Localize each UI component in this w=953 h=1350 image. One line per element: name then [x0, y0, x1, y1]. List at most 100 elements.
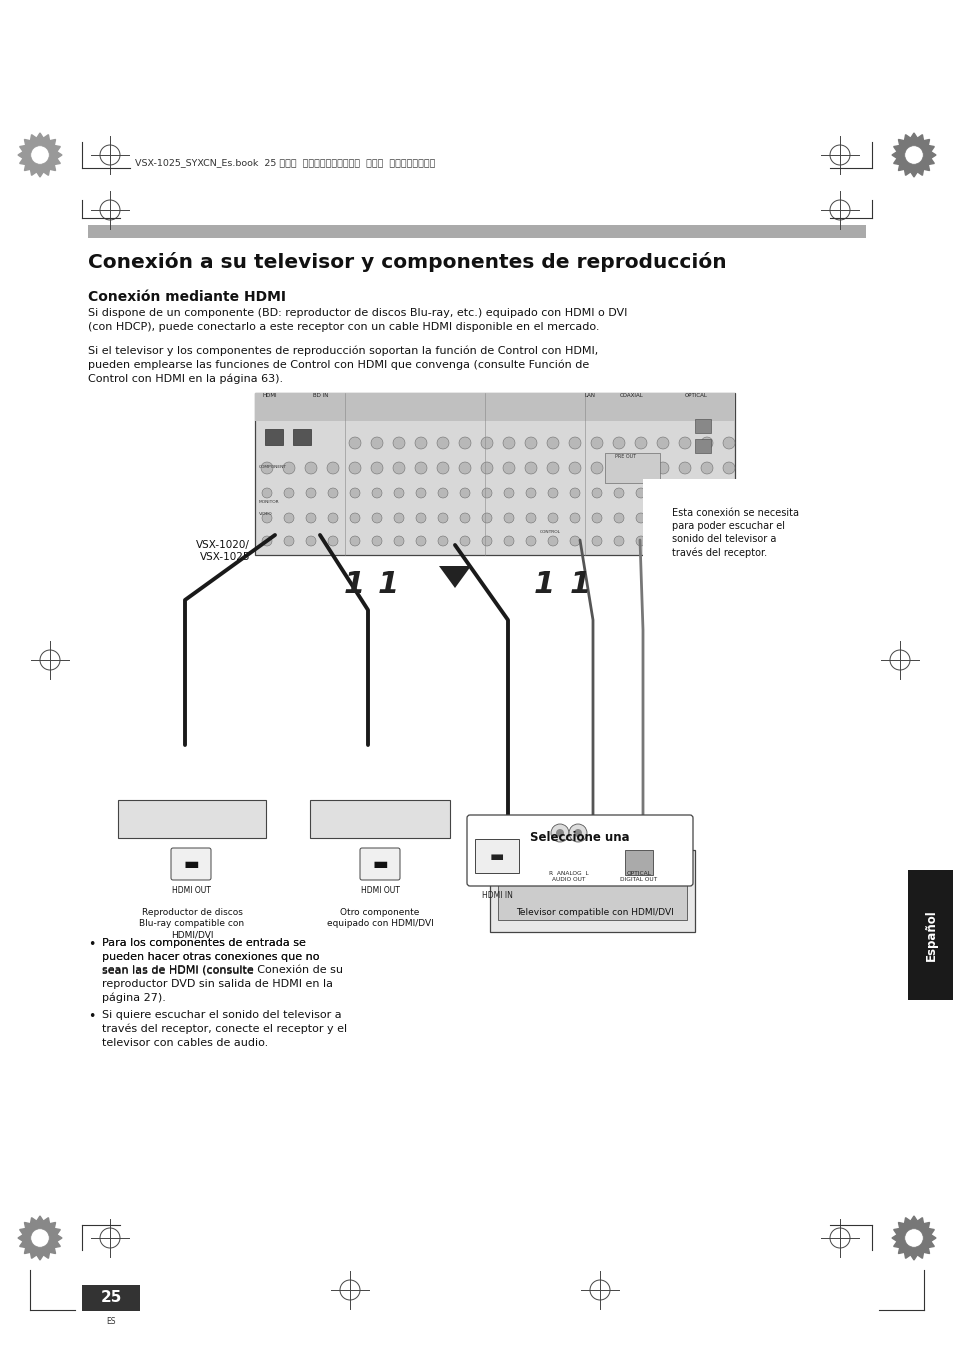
Circle shape: [328, 487, 337, 498]
Text: Si el televisor y los componentes de reproducción soportan la función de Control: Si el televisor y los componentes de rep…: [88, 346, 598, 385]
Circle shape: [574, 829, 581, 837]
Text: Para los componentes de entrada se
pueden hacer otras conexiones que no
sean las: Para los componentes de entrada se puede…: [102, 938, 343, 1003]
Text: 1: 1: [343, 570, 364, 599]
Text: HDMI: HDMI: [263, 393, 277, 398]
Text: 1: 1: [533, 570, 554, 599]
Circle shape: [568, 824, 586, 842]
Circle shape: [658, 513, 667, 522]
Circle shape: [416, 513, 426, 522]
Bar: [475, 838, 518, 873]
Circle shape: [284, 487, 294, 498]
Circle shape: [481, 513, 492, 522]
Text: VSX-1020/
VSX-1025: VSX-1020/ VSX-1025: [196, 540, 250, 563]
Circle shape: [658, 536, 667, 545]
Circle shape: [679, 487, 689, 498]
Circle shape: [701, 513, 711, 522]
Circle shape: [436, 462, 449, 474]
Circle shape: [903, 146, 923, 165]
Circle shape: [262, 513, 272, 522]
Circle shape: [722, 437, 734, 450]
Circle shape: [590, 462, 602, 474]
Circle shape: [415, 462, 427, 474]
Text: Reproductor de discos
Blu-ray compatible con
HDMI/DVI: Reproductor de discos Blu-ray compatible…: [139, 909, 244, 940]
Circle shape: [613, 462, 624, 474]
Text: R  ANALOG  L
AUDIO OUT: R ANALOG L AUDIO OUT: [549, 871, 588, 882]
Text: OPTICAL
DIGITAL OUT: OPTICAL DIGITAL OUT: [619, 871, 657, 882]
Bar: [695, 439, 710, 454]
Circle shape: [328, 536, 337, 545]
Text: OPTICAL: OPTICAL: [684, 393, 707, 398]
Circle shape: [502, 437, 515, 450]
Circle shape: [350, 513, 359, 522]
Circle shape: [436, 437, 449, 450]
Bar: [118, 801, 266, 838]
Circle shape: [393, 437, 405, 450]
Circle shape: [459, 536, 470, 545]
Circle shape: [590, 437, 602, 450]
Circle shape: [525, 513, 536, 522]
Text: 1: 1: [377, 570, 398, 599]
Circle shape: [393, 462, 405, 474]
Bar: [490, 850, 695, 931]
Circle shape: [306, 513, 315, 522]
Circle shape: [480, 462, 493, 474]
Circle shape: [679, 536, 689, 545]
Circle shape: [636, 536, 645, 545]
Circle shape: [614, 536, 623, 545]
Text: VIDEO: VIDEO: [258, 512, 273, 516]
Circle shape: [722, 462, 734, 474]
Circle shape: [437, 513, 448, 522]
Text: Si quiere escuchar el sonido del televisor a
través del receptor, conecte el rec: Si quiere escuchar el sonido del televis…: [102, 1010, 347, 1048]
Bar: [310, 801, 450, 838]
Text: ES: ES: [106, 1318, 115, 1326]
Bar: [907, 869, 953, 1000]
Circle shape: [437, 536, 448, 545]
Circle shape: [30, 146, 50, 165]
Text: PRE OUT: PRE OUT: [615, 454, 636, 459]
Polygon shape: [891, 134, 935, 177]
Bar: [254, 393, 734, 555]
Circle shape: [636, 513, 645, 522]
Circle shape: [503, 513, 514, 522]
Circle shape: [657, 437, 668, 450]
Circle shape: [569, 536, 579, 545]
Text: Otro componente
equipado con HDMI/DVI: Otro componente equipado con HDMI/DVI: [326, 909, 433, 927]
Text: Conexión mediante HDMI: Conexión mediante HDMI: [88, 290, 286, 304]
Circle shape: [480, 437, 493, 450]
Circle shape: [349, 437, 360, 450]
Bar: [88, 225, 865, 238]
Circle shape: [394, 487, 403, 498]
Circle shape: [525, 487, 536, 498]
Circle shape: [458, 437, 471, 450]
Circle shape: [481, 487, 492, 498]
Circle shape: [524, 437, 537, 450]
Text: COAXIAL: COAXIAL: [619, 393, 643, 398]
Circle shape: [547, 513, 558, 522]
Text: BD IN: BD IN: [313, 393, 328, 398]
Circle shape: [701, 487, 711, 498]
Circle shape: [458, 462, 471, 474]
Text: •: •: [88, 1010, 95, 1023]
Text: 25: 25: [100, 1291, 122, 1305]
Circle shape: [546, 437, 558, 450]
Text: Seleccione una: Seleccione una: [530, 832, 629, 844]
Circle shape: [700, 437, 712, 450]
Circle shape: [635, 462, 646, 474]
Bar: [695, 418, 710, 433]
Text: HDMI OUT: HDMI OUT: [360, 886, 399, 895]
Circle shape: [416, 487, 426, 498]
Text: Esta conexión se necesita
para poder escuchar el
sonido del televisor a
través d: Esta conexión se necesita para poder esc…: [671, 508, 799, 559]
Text: 1: 1: [569, 570, 590, 599]
Circle shape: [481, 536, 492, 545]
Circle shape: [569, 487, 579, 498]
Circle shape: [306, 536, 315, 545]
Text: HDMI IN: HDMI IN: [481, 891, 512, 900]
Circle shape: [547, 487, 558, 498]
Circle shape: [592, 536, 601, 545]
Circle shape: [415, 437, 427, 450]
Circle shape: [700, 462, 712, 474]
Bar: [497, 859, 686, 919]
Circle shape: [592, 487, 601, 498]
Circle shape: [701, 536, 711, 545]
Circle shape: [372, 536, 381, 545]
